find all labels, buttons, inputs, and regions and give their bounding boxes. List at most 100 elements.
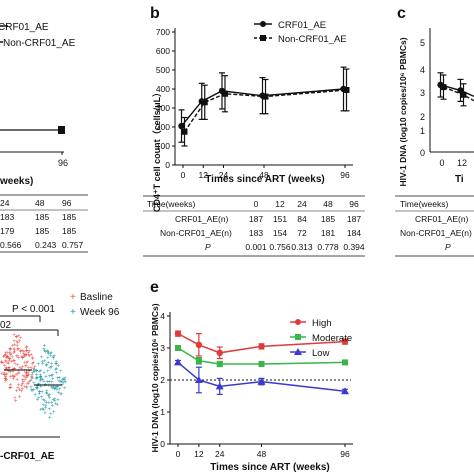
panel-b-legend: CRF01_AE Non-CRF01_AE [254,20,347,45]
panel-d-point: + [40,377,44,383]
panel-e-legend: High Moderate Low [290,318,352,359]
panel-b-legend-crf01: CRF01_AE [278,20,326,31]
panel-b-table-head-24: 24 [297,199,307,209]
panel-b-table-rowlabel: CRF01_AE(n) [175,214,229,224]
panel-d-point: + [32,369,36,375]
panel-d-point: + [43,399,47,405]
panel-d-point: + [4,375,8,381]
panel-d-point: + [19,349,23,355]
y-tick-label: 3 [160,343,165,353]
panel-d-point: + [24,352,28,358]
panel-d-point: + [15,354,19,360]
panel-c-ytick: 3 [420,88,425,98]
panel-d-point: + [9,375,13,381]
x-tick-label: 48 [257,449,267,459]
panel-d-point: + [17,383,21,389]
panel-d-point: + [25,349,29,355]
panel-b-x-axis: 0 12 24 48 96 [175,164,353,180]
panel-d-point: + [15,335,19,341]
panel-d-point: + [5,377,9,383]
panel-a-table-cell: 185 [35,212,49,222]
panel-d-point: + [58,387,62,393]
panel-b: b CRF01_AE Non-CRF01_AE CD4⁺T cell count… [143,5,365,257]
panel-d-point: + [25,346,29,352]
panel-d-point: + [7,365,11,371]
panel-d-scatter: ++++++++++++++++++++++++++++++++ ++++++++… [0,332,68,421]
panel-d-point: + [14,372,18,378]
panel-d-point: + [55,362,59,368]
panel-d-point: + [39,377,43,383]
panel-e-x-axis: 0 12 24 48 96 [170,443,353,459]
panel-d-point: + [11,355,15,361]
panel-e-point [175,345,181,351]
panel-d-point: + [5,355,9,361]
panel-d-point: + [15,335,19,341]
panel-e-point [342,359,348,366]
panel-d-point: + [23,378,27,384]
panel-d-point: + [42,380,46,386]
panel-d-point: + [63,386,67,392]
panel-c-y-axis: 5 4 3 2 1 0 [420,38,425,158]
panel-d-point: + [11,343,15,349]
panel-d-point: + [54,361,58,367]
panel-e-point [195,341,203,348]
panel-d-point: + [8,359,12,365]
panel-d-point: + [48,380,52,386]
panel-d-point: + [52,355,56,361]
panel-d-point: + [9,385,13,391]
panel-a-tick-96: 96 [58,158,68,168]
panel-d-point: + [32,367,36,373]
panel-d-point: + [0,359,4,365]
panel-d-point: + [11,369,15,375]
plus-icon: + [70,307,76,318]
panel-d-point: + [38,389,42,395]
panel-d-point: + [20,354,24,360]
panel-d-point: + [17,339,21,345]
panel-d-point: + [13,359,17,365]
panel-d-point: + [29,385,33,391]
panel-d-point: + [45,392,49,398]
panel-d-point: + [12,351,16,357]
panel-d-point: + [51,377,55,383]
panel-e-y-axis: 0 1 2 3 4 [160,311,171,449]
panel-c-table-rowlabel: Time(weeks) [400,199,448,209]
panel-d-point: + [31,371,35,377]
panel-d-point: + [22,380,26,386]
panel-d-point: + [51,356,55,362]
panel-d-point: + [53,387,57,393]
panel-d-point: + [44,350,48,356]
panel-d-point: + [56,384,60,390]
panel-d-point: + [53,398,57,404]
panel-d-point: + [22,349,26,355]
panel-a-table-head-24: 24 [0,198,10,208]
panel-d-point: + [45,400,49,406]
panel-d-point: + [30,372,34,378]
panel-d-point: + [5,351,9,357]
panel-a-plot: 96 weeks) [0,126,68,187]
panel-d-point: + [27,380,31,386]
panel-d-point: + [9,347,13,353]
panel-b-point [262,93,269,100]
panel-d-point: + [18,387,22,393]
panel-d-point: + [47,351,51,357]
panel-c-ylabel: HIV-1 DNA (log10 copies/10⁶ PBMCs) [398,37,408,186]
panel-b-table-cell: 0.778 [317,242,339,252]
panel-d-point: + [15,389,19,395]
panel-d-point: + [30,352,34,358]
panel-d-point: + [50,400,54,406]
panel-d-point: + [44,403,48,409]
panel-d-point: + [30,377,34,383]
panel-d-point: + [54,401,58,407]
panel-c-ytick: 2 [420,112,425,122]
panel-c-ytick: 5 [420,38,425,48]
panel-d-point: + [2,355,6,361]
panel-d-point: + [23,375,27,381]
panel-d-point: + [16,347,20,353]
x-tick-label: 24 [215,449,225,459]
panel-d-point: + [9,352,13,358]
panel-b-point [178,122,185,130]
panel-e-ylabel: HIV-1 DNA (log10 copies/10⁶ PBMCs) [150,303,160,452]
panel-d-point: + [15,343,19,349]
panel-d-point: + [4,379,8,385]
panel-d-point: + [46,355,50,361]
